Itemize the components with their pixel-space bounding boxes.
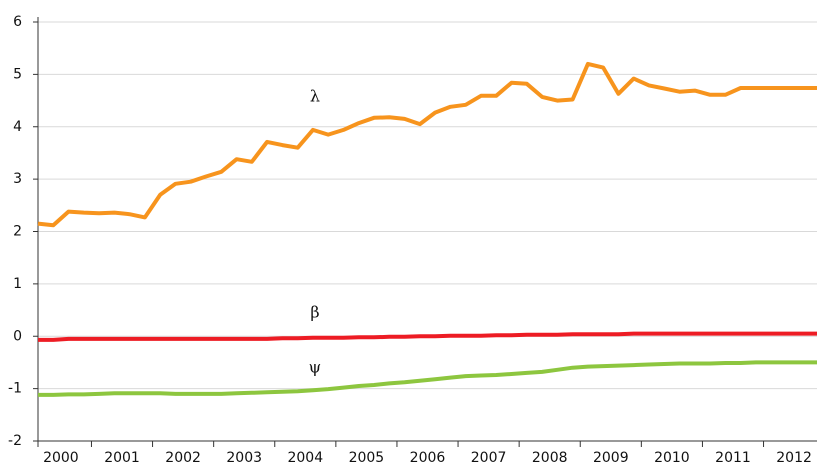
y-tick-label: -1 [8, 381, 22, 397]
x-tick-label: 2009 [593, 450, 629, 466]
series-label: λ [310, 87, 320, 106]
x-tick-label: 2005 [349, 450, 385, 466]
x-tick-label: 2004 [287, 450, 323, 466]
series-line [38, 360, 817, 397]
y-tick-label: -2 [8, 433, 22, 449]
y-tick-label: 6 [13, 14, 22, 30]
x-tick-label: 2003 [226, 450, 262, 466]
series-line [37, 61, 817, 228]
x-tick-label: 2010 [654, 450, 690, 466]
x-tick-label: 2006 [410, 450, 446, 466]
y-tick-label: 3 [13, 171, 22, 187]
x-tick-label: 2012 [776, 450, 812, 466]
series-label: ψ [309, 357, 322, 376]
y-tick-label: 4 [13, 119, 22, 135]
y-tick-label: 5 [13, 66, 22, 82]
x-tick-label: 2008 [532, 450, 568, 466]
y-tick-label: 1 [13, 276, 22, 292]
x-tick-label: 2000 [43, 450, 79, 466]
x-tick-label: 2001 [104, 450, 140, 466]
series-label: β [310, 302, 319, 321]
x-tick-label: 2007 [471, 450, 507, 466]
x-tick-label: 2011 [715, 450, 751, 466]
y-tick-label: 0 [13, 328, 22, 344]
y-tick-label: 2 [13, 224, 22, 240]
series-line [38, 331, 817, 342]
x-tick-label: 2002 [165, 450, 201, 466]
